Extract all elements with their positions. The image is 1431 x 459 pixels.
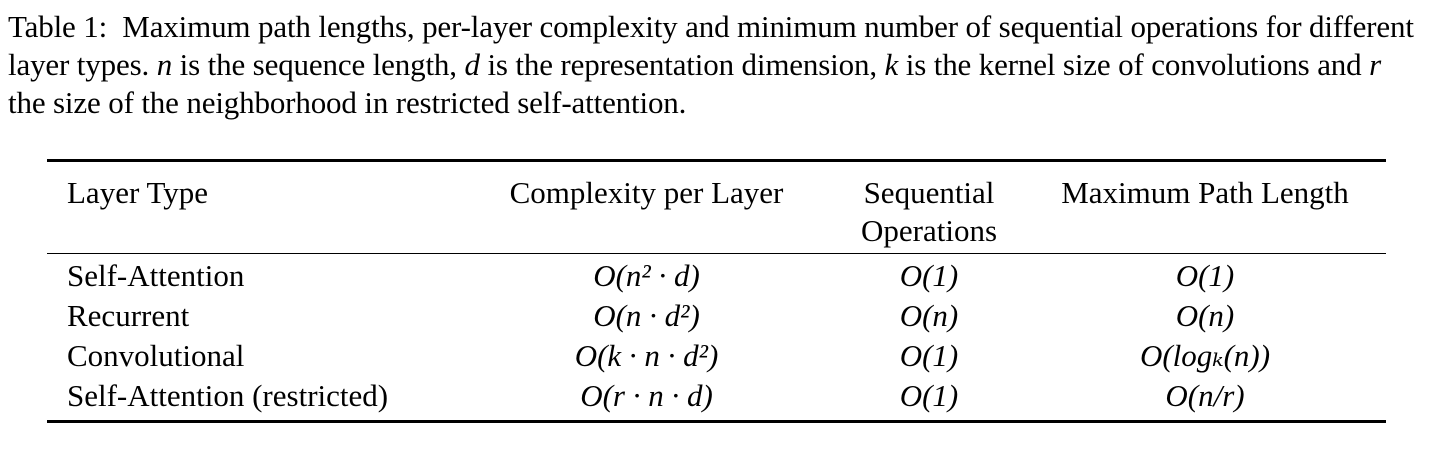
complexity-table: Layer Type Complexity per Layer Sequenti… — [47, 159, 1386, 423]
header-max-path-length: Maximum Path Length — [1061, 175, 1349, 210]
caption-var-r: r — [1369, 47, 1382, 82]
cell-complexity: O(r · n · d) — [580, 378, 713, 413]
caption-var-d: d — [464, 47, 480, 82]
cell-sequential: O(1) — [899, 378, 959, 413]
cell-layer-type: Recurrent — [67, 298, 190, 333]
caption-text-4: is the kernel size of convolutions and — [905, 47, 1362, 82]
caption-text-5: the size of the neighborhood in restrict… — [8, 85, 687, 120]
cell-max-path: O(logₖ(n)) — [1139, 338, 1271, 373]
cell-max-path: O(n/r) — [1165, 378, 1245, 413]
cell-complexity: O(n² · d) — [593, 258, 700, 293]
cell-complexity: O(k · n · d²) — [574, 338, 719, 373]
caption-text-3: is the representation dimension, — [487, 47, 877, 82]
header-sequential-line1: Sequential — [863, 175, 995, 210]
caption-text-2: is the sequence length, — [179, 47, 457, 82]
cell-max-path: O(n) — [1175, 298, 1235, 333]
cell-layer-type: Self-Attention — [67, 258, 245, 293]
header-row: Layer Type Complexity per Layer Sequenti… — [47, 160, 1386, 254]
cell-sequential: O(n) — [899, 298, 959, 333]
header-layer-type: Layer Type — [67, 175, 208, 210]
caption-text-1: Maximum path lengths, per-layer complexi… — [8, 9, 1414, 82]
cell-max-path: O(1) — [1175, 258, 1235, 293]
header-sequential-operations: Sequential Operations — [834, 161, 1024, 254]
table-row: Self-Attention (restricted) O(r · n · d)… — [47, 376, 1386, 422]
header-sequential-line2: Operations — [860, 213, 998, 248]
table-row: Convolutional O(k · n · d²) O(1) O(logₖ(… — [47, 336, 1386, 376]
caption-label: Table 1: — [8, 9, 108, 44]
table-row: Recurrent O(n · d²) O(n) O(n) — [47, 296, 1386, 336]
complexity-table-container: Layer Type Complexity per Layer Sequenti… — [47, 159, 1386, 423]
header-complexity: Complexity per Layer — [509, 175, 784, 210]
cell-layer-type: Self-Attention (restricted) — [67, 378, 389, 413]
cell-complexity: O(n · d²) — [593, 298, 700, 333]
table-caption: Table 1: Maximum path lengths, per-layer… — [8, 8, 1426, 122]
caption-var-k: k — [884, 47, 899, 82]
cell-sequential: O(1) — [899, 258, 959, 293]
cell-sequential: O(1) — [899, 338, 959, 373]
cell-layer-type: Convolutional — [67, 338, 245, 373]
table-row: Self-Attention O(n² · d) O(1) O(1) — [47, 253, 1386, 297]
caption-var-n: n — [156, 47, 173, 82]
